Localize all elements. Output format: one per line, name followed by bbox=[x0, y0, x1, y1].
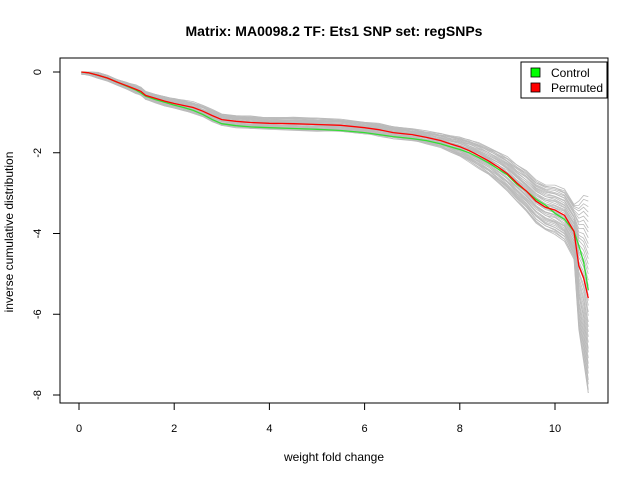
y-tick-label-2: -4 bbox=[32, 229, 44, 239]
legend-label-control: Control bbox=[551, 66, 590, 80]
y-axis: 0 -2 -4 -6 -8 bbox=[32, 69, 60, 400]
x-axis-title: weight fold change bbox=[283, 450, 384, 464]
background-series-line-9 bbox=[81, 73, 589, 353]
main-series bbox=[81, 71, 589, 299]
series-line-permuted bbox=[81, 71, 589, 299]
background-series-line-13 bbox=[81, 71, 589, 332]
background-permutation-series bbox=[81, 71, 589, 394]
x-tick-label-0: 0 bbox=[76, 423, 82, 435]
background-series-line-10 bbox=[81, 72, 589, 349]
y-tick-label-3: -6 bbox=[32, 309, 44, 319]
series-line-control bbox=[81, 71, 589, 291]
chart-title: Matrix: MA0098.2 TF: Ets1 SNP set: regSN… bbox=[186, 23, 483, 39]
background-series-line-21 bbox=[81, 71, 589, 292]
background-series-line-35 bbox=[81, 71, 589, 217]
background-series-line-8 bbox=[81, 73, 589, 359]
background-series-line-7 bbox=[81, 73, 589, 364]
background-series-line-6 bbox=[81, 72, 589, 369]
legend-swatch-control bbox=[530, 67, 541, 78]
y-tick-label-1: -2 bbox=[32, 148, 44, 158]
background-series-line-12 bbox=[81, 71, 589, 337]
x-tick-label-2: 4 bbox=[266, 423, 272, 435]
background-series-line-15 bbox=[81, 72, 589, 323]
background-series-line-39 bbox=[81, 71, 589, 206]
legend-swatch-permuted bbox=[530, 82, 541, 93]
y-tick-label-0: 0 bbox=[32, 69, 44, 75]
plot-frame bbox=[59, 57, 609, 404]
background-series-line-14 bbox=[81, 72, 589, 327]
x-tick-label-3: 6 bbox=[362, 423, 368, 435]
legend-label-permuted: Permuted bbox=[551, 81, 603, 95]
y-axis-title: inverse cumulative distribution bbox=[2, 152, 16, 313]
legend: Control Permuted bbox=[520, 61, 608, 99]
y-tick-label-4: -8 bbox=[32, 390, 44, 400]
x-tick-label-1: 2 bbox=[171, 423, 177, 435]
background-series-line-11 bbox=[81, 72, 589, 343]
x-tick-label-4: 8 bbox=[457, 423, 463, 435]
x-tick-label-5: 10 bbox=[549, 423, 561, 435]
x-axis: 0 2 4 6 8 10 bbox=[76, 403, 561, 435]
